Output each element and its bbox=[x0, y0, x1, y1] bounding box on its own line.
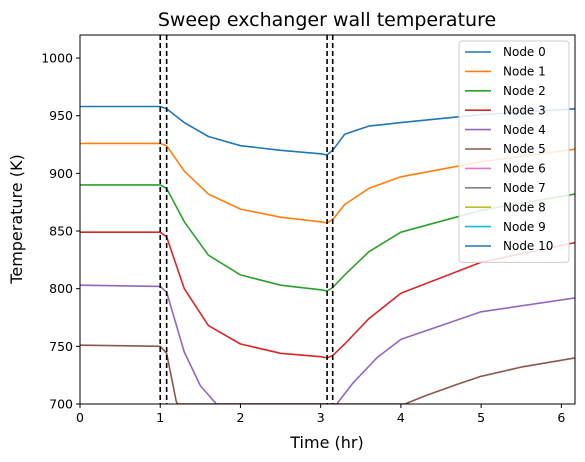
series-line-node-0 bbox=[80, 105, 575, 156]
legend: Node 0 Node 1 Node 2 Node 3 Node 4 Node 5 Node… bbox=[458, 40, 570, 263]
x-tick-label-3: 3 bbox=[317, 410, 325, 425]
x-axis-label: Time (hr) bbox=[289, 433, 363, 452]
x-tick-label-4: 4 bbox=[397, 410, 405, 425]
series-line-node-2 bbox=[80, 184, 575, 292]
series-line-node-1 bbox=[80, 142, 575, 224]
legend-label-node-1: Node 1 bbox=[503, 65, 546, 79]
x-tick-label-2: 2 bbox=[236, 410, 244, 425]
legend-label-node-0: Node 0 bbox=[503, 45, 546, 59]
legend-label-node-6: Node 6 bbox=[503, 162, 546, 176]
legend-label-node-10: Node 10 bbox=[503, 239, 553, 253]
x-tick-label-5: 5 bbox=[477, 410, 485, 425]
y-tick-label-1: 750 bbox=[49, 339, 73, 354]
legend-label-node-5: Node 5 bbox=[503, 142, 546, 156]
legend-label-node-4: Node 4 bbox=[503, 123, 546, 137]
series-line-node-4 bbox=[80, 284, 575, 404]
legend-label-node-8: Node 8 bbox=[503, 200, 546, 214]
series-line-node-3 bbox=[80, 231, 575, 359]
y-tick-label-6: 1000 bbox=[41, 51, 73, 66]
legend-label-node-3: Node 3 bbox=[503, 103, 546, 117]
plot-frame bbox=[79, 34, 576, 405]
x-tick-label-0: 0 bbox=[76, 410, 84, 425]
y-axis-label: Temperature (K) bbox=[7, 154, 26, 284]
x-tick-label-1: 1 bbox=[156, 410, 164, 425]
series-line-node-5 bbox=[80, 344, 575, 404]
y-tick-label-2: 800 bbox=[49, 281, 73, 296]
plot-area bbox=[79, 34, 576, 405]
y-tick-label-0: 700 bbox=[49, 397, 73, 412]
axis-ticks: 0 1 2 3 4 5 6 700 750 800 850 900 950 1000 bbox=[41, 51, 565, 425]
legend-label-node-2: Node 2 bbox=[503, 84, 546, 98]
legend-label-node-7: Node 7 bbox=[503, 181, 546, 195]
legend-label-node-9: Node 9 bbox=[503, 220, 546, 234]
x-tick-label-6: 6 bbox=[557, 410, 565, 425]
y-tick-label-4: 900 bbox=[49, 166, 73, 181]
series-lines bbox=[80, 35, 575, 404]
y-tick-label-5: 950 bbox=[49, 108, 73, 123]
chart-title: Sweep exchanger wall temperature bbox=[158, 9, 496, 31]
y-tick-label-3: 850 bbox=[49, 224, 73, 239]
